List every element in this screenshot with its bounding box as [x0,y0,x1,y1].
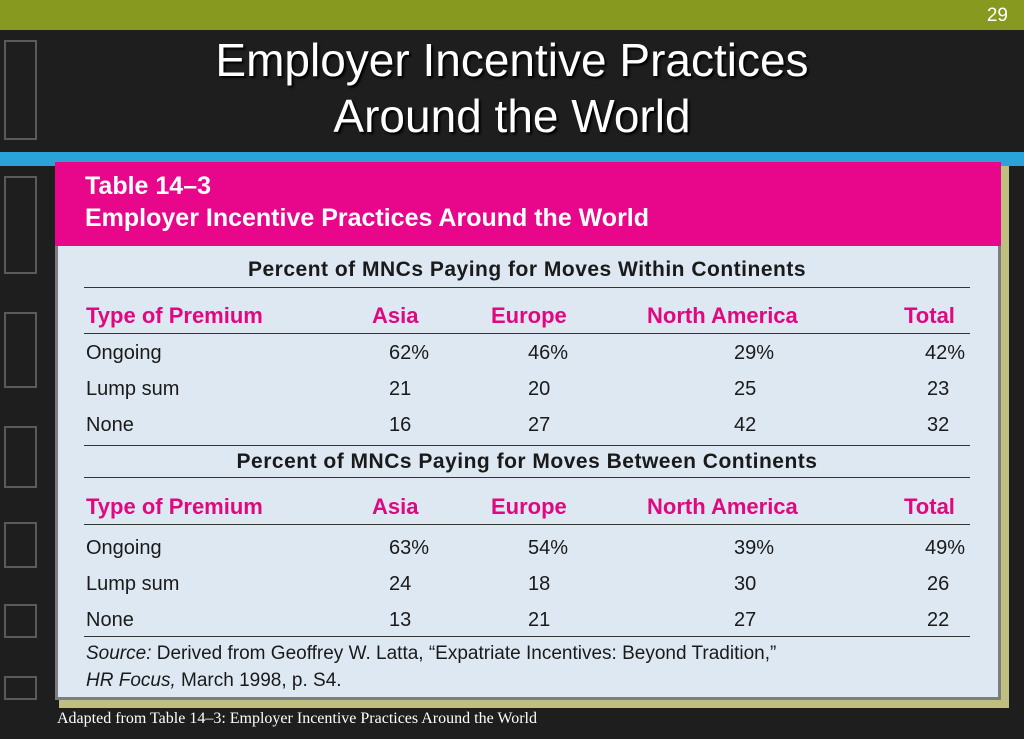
cell-north-america: 27 [734,609,757,631]
cell-asia: 16 [389,414,412,436]
decorative-square [4,522,37,568]
row-label: Lump sum [86,378,180,400]
column-header-total: Total [904,303,955,328]
decorative-square [4,676,37,700]
divider-line [84,445,970,446]
page-number: 29 [986,5,1008,26]
cell-north-america: 39% [734,537,775,559]
cell-north-america: 25 [734,378,757,400]
slide-title: Employer Incentive Practices Around the … [0,32,1024,144]
cell-total: 42% [925,342,966,364]
divider-line [84,333,970,334]
source-publication: HR Focus, [86,670,176,691]
cell-asia: 63% [389,537,430,559]
slide-title-line-1: Employer Incentive Practices [215,34,809,86]
divider-line [84,287,970,288]
cell-europe: 20 [528,378,551,400]
decorative-square [4,312,37,388]
cell-europe: 54% [528,537,569,559]
column-header-north-america: North America [647,303,798,328]
cell-total: 49% [925,537,966,559]
divider-line [84,524,970,525]
column-header-europe: Europe [491,303,567,328]
decorative-square [4,426,37,488]
cell-asia: 13 [389,609,412,631]
cell-europe: 18 [528,573,551,595]
cell-asia: 24 [389,573,412,595]
decorative-square [4,176,37,274]
row-label: None [86,609,134,631]
cell-north-america: 29% [734,342,775,364]
divider-line [84,636,970,637]
source-line-1: Source: Derived from Geoffrey W. Latta, … [86,643,776,665]
source-date: March 1998, p. S4. [175,670,342,691]
source-text: Derived from Geoffrey W. Latta, “Expatri… [151,643,777,664]
column-header-north-america: North America [647,494,798,519]
slide-caption: Adapted from Table 14–3: Employer Incent… [57,710,537,727]
row-label: Ongoing [86,342,162,364]
section-heading-within: Percent of MNCs Paying for Moves Within … [247,258,807,281]
cell-north-america: 42 [734,414,757,436]
source-label: Source: [86,643,152,664]
column-header-type: Type of Premium [86,303,263,328]
cell-asia: 62% [389,342,430,364]
cell-total: 26 [927,573,950,595]
top-accent-bar [0,0,1024,30]
column-header-total: Total [904,494,955,519]
cell-asia: 21 [389,378,412,400]
cell-europe: 46% [528,342,569,364]
row-label: Ongoing [86,537,162,559]
table-header: Table 14–3 Employer Incentive Practices … [55,162,1001,246]
section-heading-between: Percent of MNCs Paying for Moves Between… [236,450,818,473]
column-header-asia: Asia [372,303,419,328]
cell-europe: 27 [528,414,551,436]
cell-europe: 21 [528,609,551,631]
cell-total: 22 [927,609,950,631]
row-label: None [86,414,134,436]
column-header-asia: Asia [372,494,419,519]
table-title: Employer Incentive Practices Around the … [85,204,650,232]
cell-total: 32 [927,414,950,436]
cell-total: 23 [927,378,950,400]
source-line-2: HR Focus, March 1998, p. S4. [86,670,342,692]
table-card [55,162,1001,700]
column-header-type: Type of Premium [86,494,263,519]
column-header-europe: Europe [491,494,567,519]
table-label: Table 14–3 [85,172,212,200]
slide-title-line-2: Around the World [333,90,691,142]
decorative-square [4,604,37,638]
decorative-square [4,40,37,140]
row-label: Lump sum [86,573,180,595]
cell-north-america: 30 [734,573,757,595]
divider-line [84,477,970,478]
